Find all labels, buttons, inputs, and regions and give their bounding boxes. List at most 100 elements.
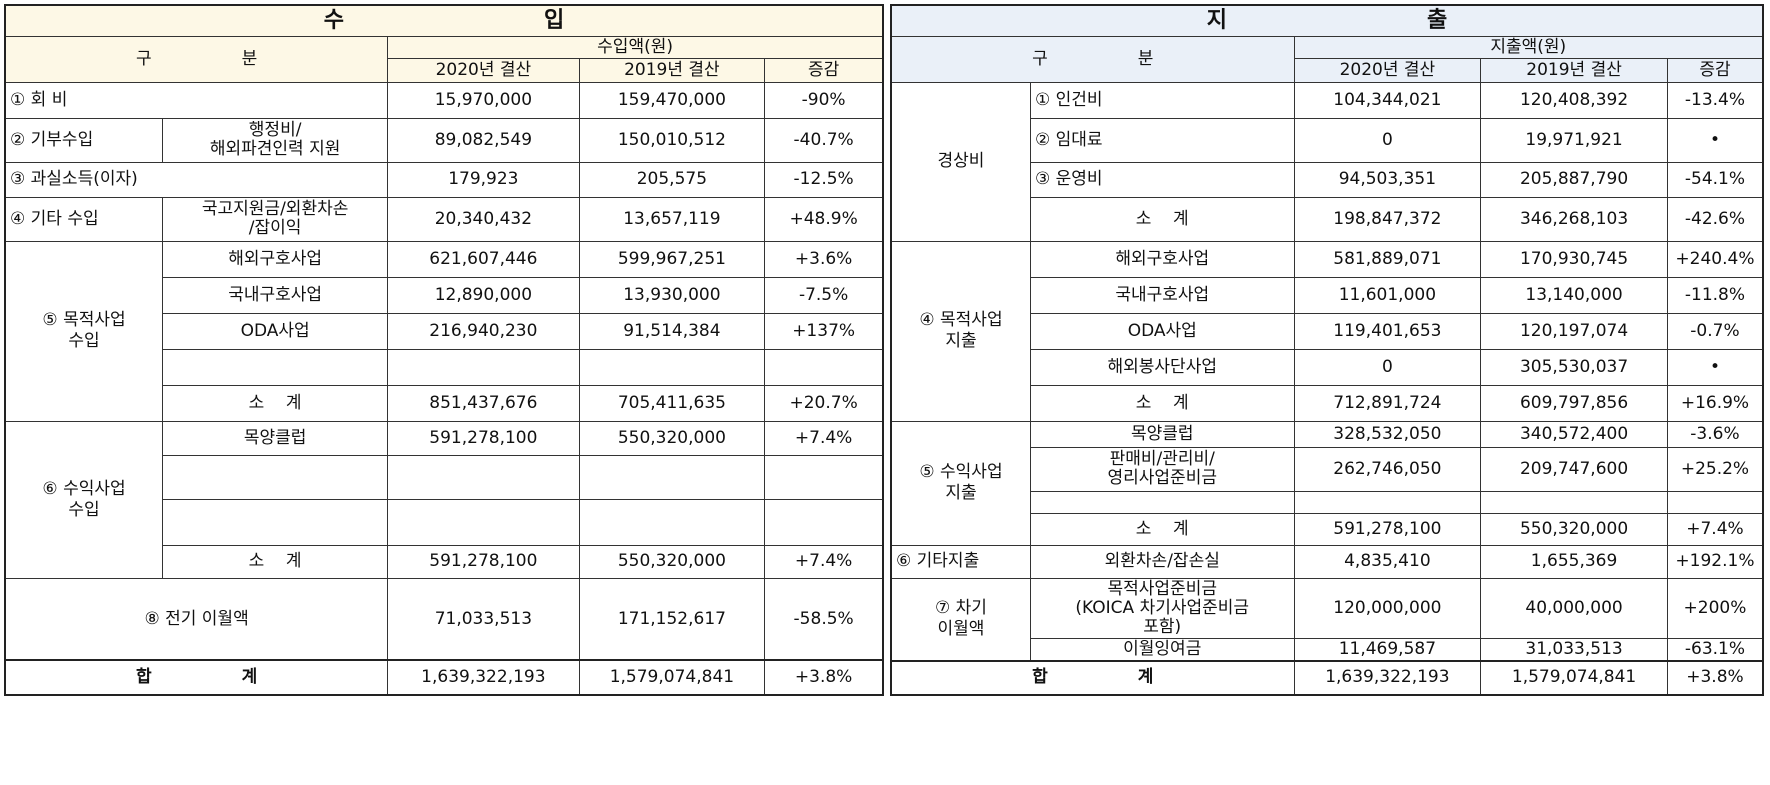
table-row: 국내구호사업 12,890,000 13,930,000 -7.5% [5,276,884,314]
income-2020: 591,278,100 [387,544,580,579]
income-category: ① 회 비 [4,81,389,119]
income-change: -7.5% [764,276,884,314]
table-row: 해외봉사단사업 0 305,530,037 • [891,348,1764,386]
income-amount-header: 수입액(원) [387,35,884,59]
expense-2020: 104,344,021 [1293,81,1482,119]
total-char-2: 계 [1137,667,1154,687]
expense-change: -54.1% [1666,161,1764,198]
table-row: ⑤ 수익사업 지출 목양클럽 328,532,050 340,572,400 -… [890,420,1764,546]
expense-subtotal-label: 소 계 [1029,196,1295,242]
income-change [764,498,884,546]
expense-subcategory: 국내구호사업 [1029,276,1295,314]
income-2019: 550,320,000 [578,544,766,579]
income-2020: 621,607,446 [387,240,580,278]
table-row: 이월잉여금 11,469,587 31,033,513 -63.1% [891,637,1764,661]
income-2019: 705,411,635 [578,384,766,422]
income-2020: 851,437,676 [387,384,580,422]
income-change [764,348,884,386]
table-row: ⑧ 전기 이월액 71,033,513 171,152,617 -58.5% [4,577,884,661]
expense-subcategory: 이월잉여금 [1029,637,1295,661]
expense-subcategory: 목양클럽 [1029,420,1295,448]
table-row: 경상비 ① 인건비 104,344,021 120,408,392 -13.4% [890,81,1764,242]
expense-subcategory [1029,490,1295,514]
expense-2019: 120,408,392 [1480,81,1668,119]
expense-change: -13.4% [1666,81,1764,119]
income-change: -90% [764,81,884,119]
income-subcategory: 국내구호사업 [162,276,389,314]
table-row: ③ 과실소득(이자) 179,923 205,575 -12.5% [4,161,884,198]
income-change [764,454,884,500]
table-row: 소 계 591,278,100 550,320,000 +7.4% [5,544,884,579]
table-row [5,348,884,386]
expense-change: -0.7% [1666,312,1764,350]
expense-change: • [1666,117,1764,163]
table-row: 국내구호사업 11,601,000 13,140,000 -11.8% [891,276,1764,314]
expense-change: -63.1% [1666,637,1764,661]
income-2020 [387,454,580,500]
total-char-2: 계 [241,666,258,687]
table-row: ① 회 비 15,970,000 159,470,000 -90% [4,81,884,119]
expense-profit-label: ⑤ 수익사업 지출 [890,420,1031,546]
income-2019 [578,498,766,546]
income-2020: 15,970,000 [387,81,580,119]
income-change: +137% [764,312,884,350]
expense-col-2020: 2020년 결산 [1293,57,1482,83]
income-2019: 91,514,384 [578,312,766,350]
income-subcategory [162,348,389,386]
expense-total-change: +3.8% [1666,659,1764,695]
expense-amount-header: 지출액(원) [1293,35,1764,59]
income-subcategory: 목양클럽 [162,420,389,456]
income-2019: 599,967,251 [578,240,766,278]
income-2019: 150,010,512 [578,117,766,163]
income-subcategory: ODA사업 [162,312,389,350]
expense-2019: 13,140,000 [1480,276,1668,314]
gubun-char-2: 분 [241,48,258,69]
table-row [5,454,884,500]
expense-subcategory: ① 인건비 [1029,81,1295,119]
table-row: 소 계 851,437,676 705,411,635 +20.7% [5,384,884,422]
income-2019: 171,152,617 [578,577,766,661]
income-2020: 216,940,230 [387,312,580,350]
expense-subcategory: 목적사업준비금 (KOICA 차기사업준비금 포함) [1029,577,1295,639]
income-2020 [387,498,580,546]
table-row: ② 기부수입 행정비/ 해외파견인력 지원 89,082,549 150,010… [4,117,884,163]
expense-total-2020: 1,639,322,193 [1293,659,1482,695]
expense-subcategory: 해외봉사단사업 [1029,348,1295,386]
expense-2019: 609,797,856 [1480,384,1668,422]
expense-2019: 170,930,745 [1480,240,1668,278]
income-change: +3.6% [764,240,884,278]
expense-2019: 205,887,790 [1480,161,1668,198]
expense-change: +16.9% [1666,384,1764,422]
income-category: ③ 과실소득(이자) [4,161,389,198]
table-row [5,498,884,546]
income-2019: 159,470,000 [578,81,766,119]
income-2020 [387,348,580,386]
expense-2020: 581,889,071 [1293,240,1482,278]
income-change: -40.7% [764,117,884,163]
income-2019 [578,454,766,500]
expense-change [1666,490,1764,514]
expense-change: • [1666,348,1764,386]
income-profit-label: ⑥ 수익사업 수입 [4,420,164,579]
expense-2020: 198,847,372 [1293,196,1482,242]
income-2019: 13,930,000 [578,276,766,314]
expense-2020: 328,532,050 [1293,420,1482,448]
expense-2019: 305,530,037 [1480,348,1668,386]
expense-col-2019: 2019년 결산 [1480,57,1668,83]
expense-change: +200% [1666,577,1764,639]
table-row: ④ 기타 수입 국고지원금/외환차손 /잡이익 20,340,432 13,65… [4,196,884,242]
expense-col-change: 증감 [1666,57,1764,83]
income-carry-label: ⑧ 전기 이월액 [4,577,389,661]
income-subcategory [162,498,389,546]
income-subcategory [162,454,389,500]
income-title-first: 수 [323,8,344,34]
table-row: ⑥ 수익사업 수입 목양클럽 591,278,100 550,320,000 +… [4,420,884,579]
income-2019: 13,657,119 [578,196,766,242]
expense-purpose-label: ④ 목적사업 지출 [890,240,1031,422]
table-row: ⑤ 목적사업 수입 해외구호사업 621,607,446 599,967,251… [4,240,884,422]
expense-subcategory: 외환차손/잡손실 [1029,544,1295,579]
